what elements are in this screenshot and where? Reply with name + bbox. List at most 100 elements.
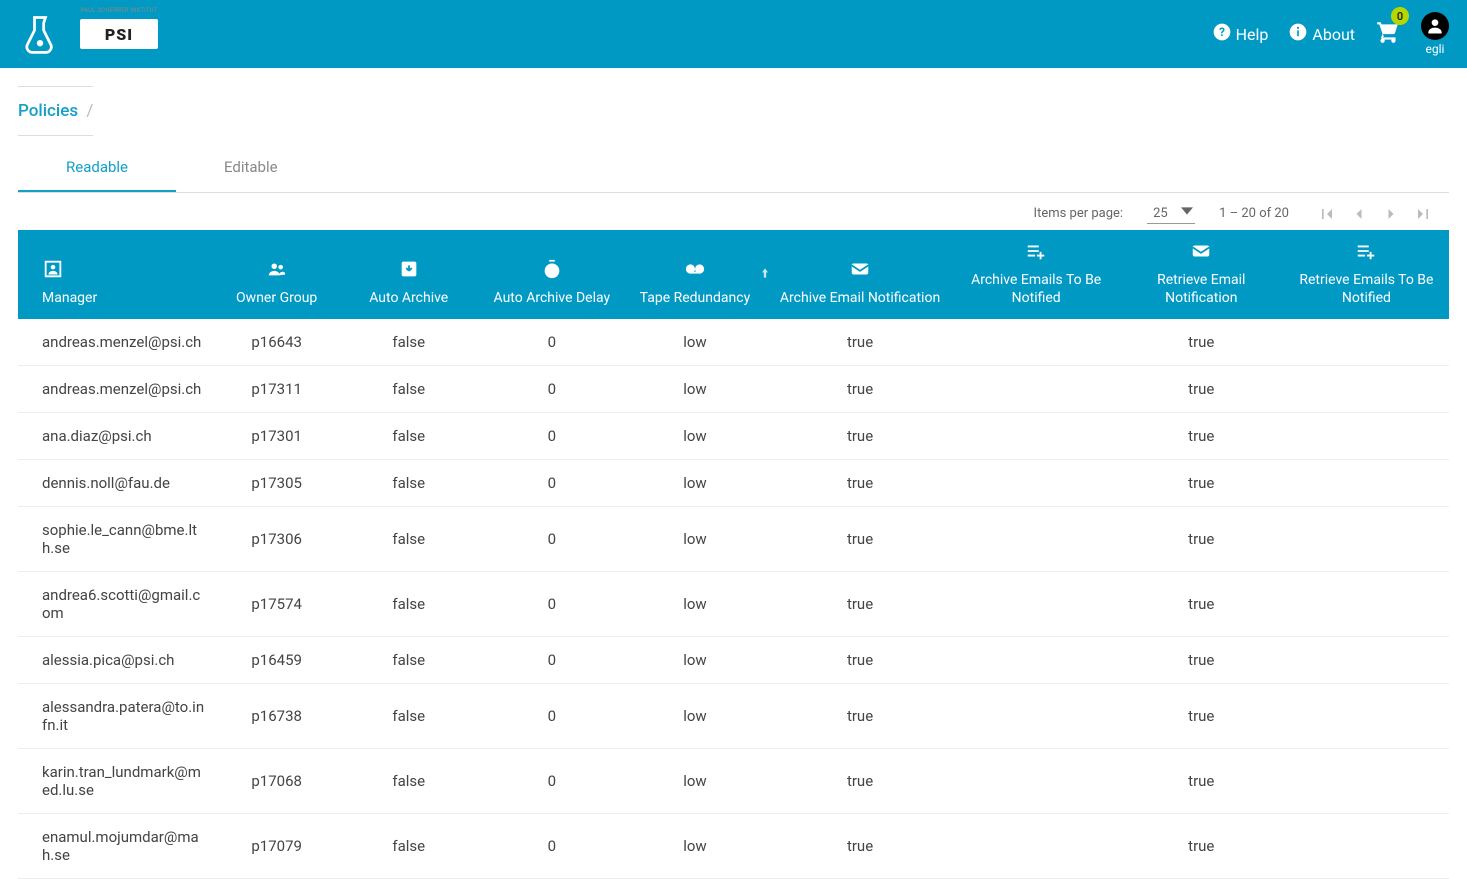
breadcrumb-current[interactable]: Policies (18, 101, 78, 121)
topbar: PSI ? Help About 0 egli (0, 0, 1467, 68)
col-retrieve-emails-notified[interactable]: Retrieve Emails To Be Notified (1284, 230, 1449, 319)
scicat-logo[interactable] (18, 12, 62, 56)
table-row[interactable]: andreas.menzel@psi.chp16643false0lowtrue… (18, 319, 1449, 366)
cell-delay: 0 (480, 413, 623, 460)
cell-delay: 0 (480, 460, 623, 507)
col-manager[interactable]: Manager (18, 230, 216, 319)
cell-auto-archive: false (337, 749, 480, 814)
list-add-icon (1355, 240, 1377, 266)
cell-manager: karin.tran_lundmark@med.lu.se (18, 749, 216, 814)
table-body: andreas.menzel@psi.chp16643false0lowtrue… (18, 319, 1449, 879)
cell-delay: 0 (480, 637, 623, 684)
list-add-icon (1025, 240, 1047, 266)
cell-delay: 0 (480, 814, 623, 879)
mail-icon (849, 258, 871, 284)
tab-readable[interactable]: Readable (18, 144, 176, 192)
table-row[interactable]: andrea6.scotti@gmail.comp17574false0lowt… (18, 572, 1449, 637)
cell-aeb (954, 814, 1119, 879)
cell-tape: low (623, 814, 766, 879)
items-per-page-value: 25 (1153, 206, 1168, 221)
cell-auto-archive: false (337, 507, 480, 572)
col-delay-label: Auto Archive Delay (494, 290, 611, 308)
cell-tape: low (623, 749, 766, 814)
col-tape-label: Tape Redundancy (640, 290, 751, 308)
table-row[interactable]: enamul.mojumdar@mah.sep17079false0lowtru… (18, 814, 1449, 879)
cell-delay: 0 (480, 319, 623, 366)
col-tape-redundancy[interactable]: Tape Redundancy (623, 230, 766, 319)
avatar-icon (1421, 12, 1449, 40)
col-ren-label: Retrieve Email Notification (1127, 272, 1276, 307)
first-page-button[interactable] (1313, 204, 1341, 224)
next-page-button[interactable] (1377, 204, 1405, 224)
about-link[interactable]: About (1288, 22, 1355, 46)
help-icon: ? (1212, 22, 1232, 46)
cell-ren: true (1119, 319, 1284, 366)
cell-ren: true (1119, 572, 1284, 637)
cell-manager: andrea6.scotti@gmail.com (18, 572, 216, 637)
items-per-page-select[interactable]: 25 (1147, 203, 1195, 224)
cell-reb (1284, 507, 1449, 572)
cell-auto-archive: false (337, 684, 480, 749)
cell-reb (1284, 366, 1449, 413)
help-label: Help (1236, 25, 1269, 44)
cell-ren: true (1119, 684, 1284, 749)
sort-arrow-icon (758, 266, 772, 284)
col-auto-archive[interactable]: Auto Archive (337, 230, 480, 319)
table-row[interactable]: karin.tran_lundmark@med.lu.sep17068false… (18, 749, 1449, 814)
table-row[interactable]: ana.diaz@psi.chp17301false0lowtruetrue (18, 413, 1449, 460)
cell-aeb (954, 684, 1119, 749)
topbar-right: ? Help About 0 egli (1212, 12, 1449, 56)
cell-reb (1284, 637, 1449, 684)
cell-aeb (954, 319, 1119, 366)
group-icon (266, 258, 288, 284)
cart-button[interactable]: 0 (1375, 19, 1401, 49)
cell-delay: 0 (480, 684, 623, 749)
cell-owner: p16643 (216, 319, 337, 366)
col-auto-archive-delay[interactable]: Auto Archive Delay (480, 230, 623, 319)
cell-ren: true (1119, 749, 1284, 814)
psi-logo[interactable]: PSI (80, 19, 158, 49)
cell-aeb (954, 413, 1119, 460)
content: Policies / Readable Editable Items per p… (0, 68, 1467, 879)
cell-aen: true (766, 507, 953, 572)
timer-icon (541, 258, 563, 284)
cell-manager: andreas.menzel@psi.ch (18, 319, 216, 366)
paginator: Items per page: 25 1 – 20 of 20 (18, 193, 1449, 226)
cell-tape: low (623, 684, 766, 749)
cell-ren: true (1119, 637, 1284, 684)
cell-aeb (954, 460, 1119, 507)
cell-auto-archive: false (337, 460, 480, 507)
cell-reb (1284, 749, 1449, 814)
last-page-button[interactable] (1409, 204, 1437, 224)
col-archive-emails-notified[interactable]: Archive Emails To Be Notified (954, 230, 1119, 319)
table-row[interactable]: andreas.menzel@psi.chp17311false0lowtrue… (18, 366, 1449, 413)
cell-reb (1284, 572, 1449, 637)
cell-owner: p16459 (216, 637, 337, 684)
table-row[interactable]: dennis.noll@fau.dep17305false0lowtruetru… (18, 460, 1449, 507)
cell-reb (1284, 460, 1449, 507)
table-row[interactable]: alessia.pica@psi.chp16459false0lowtruetr… (18, 637, 1449, 684)
tab-editable[interactable]: Editable (176, 144, 326, 192)
cell-owner: p17068 (216, 749, 337, 814)
cell-tape: low (623, 507, 766, 572)
user-menu[interactable]: egli (1421, 12, 1449, 56)
col-archive-email-notif[interactable]: Archive Email Notification (766, 230, 953, 319)
cell-owner: p17079 (216, 814, 337, 879)
cell-delay: 0 (480, 572, 623, 637)
col-aen-label: Archive Email Notification (780, 290, 940, 308)
cell-reb (1284, 814, 1449, 879)
cell-aen: true (766, 413, 953, 460)
table-row[interactable]: sophie.le_cann@bme.lth.sep17306false0low… (18, 507, 1449, 572)
col-retrieve-email-notif[interactable]: Retrieve Email Notification (1119, 230, 1284, 319)
cell-aeb (954, 366, 1119, 413)
help-link[interactable]: ? Help (1212, 22, 1269, 46)
cell-delay: 0 (480, 749, 623, 814)
col-owner-label: Owner Group (236, 290, 317, 308)
cell-tape: low (623, 319, 766, 366)
cell-reb (1284, 319, 1449, 366)
prev-page-button[interactable] (1345, 204, 1373, 224)
col-owner-group[interactable]: Owner Group (216, 230, 337, 319)
cell-aen: true (766, 637, 953, 684)
table-row[interactable]: alessandra.patera@to.infn.itp16738false0… (18, 684, 1449, 749)
cell-owner: p17311 (216, 366, 337, 413)
